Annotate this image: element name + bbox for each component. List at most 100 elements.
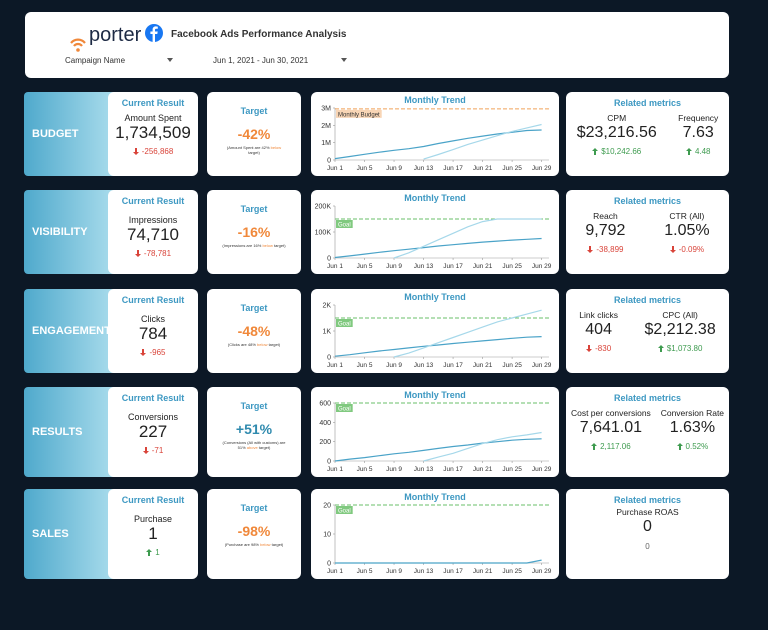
x-tick-label: Jun 5	[357, 263, 373, 270]
campaign-filter[interactable]: Campaign Name	[65, 56, 173, 65]
change-value: -830	[595, 344, 612, 353]
x-tick-label: Jun 13	[414, 165, 434, 172]
card-title: Target	[240, 106, 268, 116]
target-note: (Purchase are 98% below target)	[221, 542, 287, 547]
target-note: (Amount Spent are 42% below target)	[221, 145, 287, 155]
change-value: -256,868	[141, 147, 174, 156]
change: -256,868	[108, 142, 198, 160]
x-tick-label: Jun 21	[473, 165, 493, 172]
card-title: Related metrics	[613, 295, 682, 305]
metric-name: Impressions	[128, 215, 178, 225]
card-title: Target	[240, 401, 268, 411]
target-value: -16%	[237, 224, 271, 240]
change-value: 4.48	[694, 147, 711, 156]
related-metric: Link clicks 404 -830	[579, 310, 618, 357]
change: 0	[616, 536, 678, 554]
change: -830	[579, 339, 618, 357]
metric-value: 227	[138, 422, 168, 441]
change: -71	[108, 441, 198, 459]
chart-title: Monthly Trend	[404, 492, 466, 502]
target-value: -42%	[237, 126, 271, 142]
logo-icon	[70, 38, 86, 52]
x-tick-label: Jun 5	[357, 362, 373, 369]
goal-label-bg	[336, 404, 353, 412]
date-filter[interactable]: Jun 1, 2021 - Jun 30, 2021	[213, 56, 347, 65]
y-tick-label: 2M	[321, 123, 331, 130]
y-tick-label: 0	[327, 158, 331, 165]
current-result-card: Current Result Conversions 227 -71	[108, 387, 198, 477]
metric-grid: Cost per conversions 7,641.01 2,117.06 Conv…	[566, 408, 729, 455]
change: -965	[108, 343, 198, 361]
filter-label: Jun 1, 2021 - Jun 30, 2021	[213, 56, 309, 65]
metric-value: 74,710	[127, 225, 179, 244]
target-card: Target +51% (Conversions (All with customs…	[207, 387, 301, 477]
x-tick-label: Jun 9	[386, 165, 402, 172]
x-tick-label: Jun 1	[327, 165, 343, 172]
x-tick-label: Jun 1	[327, 466, 343, 473]
change-indicator: -38,899	[587, 245, 623, 254]
x-tick-label: Jun 29	[532, 466, 552, 473]
target-note: (Clicks are 48% below target)	[221, 342, 287, 347]
goal-label: Goal	[338, 509, 351, 515]
report-title: Facebook Ads Performance Analysis	[171, 29, 347, 40]
x-tick-label: Jun 1	[327, 362, 343, 369]
related-metrics-card: Related metrics Reach 9,792 -38,899 CTR (All…	[566, 190, 729, 274]
change-value: 0	[645, 542, 650, 551]
metric-name: Reach	[593, 211, 618, 221]
arrow-icon	[592, 148, 599, 155]
y-tick-label: 0	[327, 459, 331, 466]
target-card: Target -98% (Purchase are 98% below target…	[207, 489, 301, 579]
card-title: Related metrics	[613, 196, 682, 206]
arrow	[587, 246, 594, 253]
change-indicator: $1,073.80	[657, 344, 703, 353]
chart: Monthly Trend 0 1K 2K Jun 1 Jun 5 Jun 9 Jun 13 J…	[322, 292, 551, 369]
arrow-icon	[587, 246, 594, 253]
related-metric: CPM $23,216.56 $10,242.66	[577, 113, 657, 160]
goal-label: Goal	[338, 407, 351, 413]
chart: Monthly Trend 0 1M 2M 3M Jun 1 Jun 5 Jun 9 Jun 1…	[321, 95, 551, 172]
card-title: Current Result	[121, 98, 185, 108]
arrow	[140, 349, 147, 356]
metric-grid: Reach 9,792 -38,899 CTR (All) 1.05% -0.09%	[566, 211, 729, 258]
arrow	[669, 246, 676, 253]
filter-label: Campaign Name	[65, 56, 126, 65]
card-title: Target	[240, 204, 268, 214]
related-metric: Purchase ROAS 0 0	[616, 507, 678, 554]
card-title: Current Result	[121, 196, 185, 206]
section-label: VISIBILITY	[24, 190, 114, 274]
change: 1	[108, 543, 198, 561]
y-tick-label: 3M	[321, 106, 331, 113]
arrow-icon	[146, 549, 153, 556]
y-tick-label: 600	[319, 401, 331, 408]
arrow	[134, 250, 141, 257]
x-tick-label: Jun 29	[532, 568, 552, 575]
y-tick-label: 1K	[322, 329, 331, 336]
note-text: below	[262, 243, 273, 248]
y-tick-label: 2K	[322, 303, 331, 310]
change: -0.09%	[664, 240, 709, 258]
metric-value: 1.63%	[669, 419, 716, 436]
change-value: $1,073.80	[666, 344, 703, 353]
card-title: Target	[240, 503, 268, 513]
x-tick-label: Jun 21	[473, 362, 493, 369]
change-value: 1	[155, 548, 160, 557]
x-tick-label: Jun 9	[386, 362, 402, 369]
arrow-icon	[132, 148, 139, 155]
metric-grid: CPM $23,216.56 $10,242.66 Frequency 7.63 4.48	[566, 113, 729, 160]
goal-label: Monthly Budget	[338, 112, 380, 118]
metric-value: 7,641.01	[579, 419, 643, 436]
y-tick-label: 0	[327, 561, 331, 568]
chart-title: Monthly Trend	[404, 292, 466, 302]
change-indicator: 4.48	[685, 147, 711, 156]
x-tick-label: Jun 17	[443, 362, 463, 369]
related-metrics-card: Related metrics Cost per conversions 7,641…	[566, 387, 729, 477]
chart: Monthly Trend 0 10 20 Jun 1 Jun 5 Jun 9 Jun 13 J…	[323, 492, 552, 575]
chart: Monthly Trend 0 100K 200K Jun 1 Jun 5 Jun 9 Jun…	[315, 193, 552, 270]
change-indicator: 1	[146, 548, 160, 557]
card-title: Current Result	[121, 495, 185, 505]
trend-line	[423, 431, 542, 462]
current-result-card: Current Result Impressions 74,710 -78,781	[108, 190, 198, 274]
metric-value: 1,734,509	[115, 123, 191, 142]
arrow-icon	[142, 447, 149, 454]
card-title: Related metrics	[613, 98, 682, 108]
